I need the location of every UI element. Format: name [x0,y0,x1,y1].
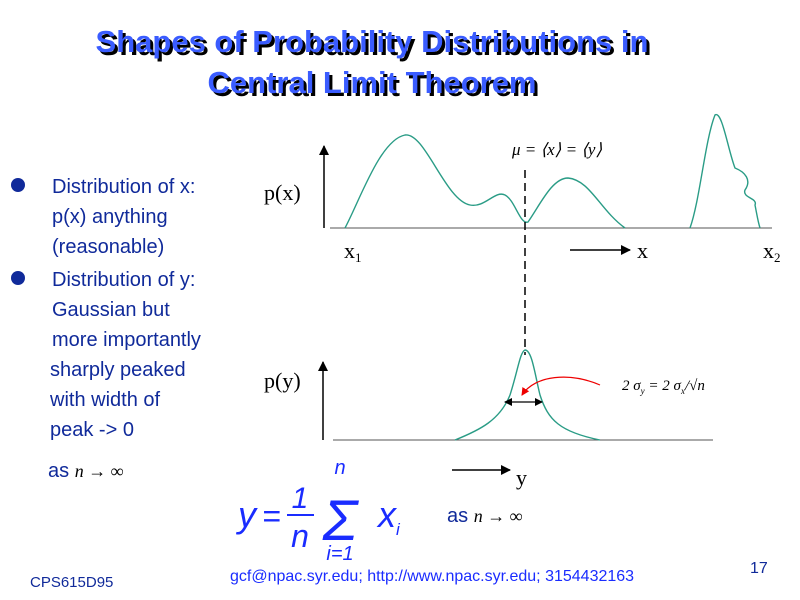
footer-center: gcf@npac.syr.edu; http://www.npac.syr.ed… [230,568,634,585]
axis-label: p(y) [264,368,301,393]
bullet-list: Distribution of x: p(x) anything (reasonab… [49,176,201,441]
formula-x: xi [376,494,401,539]
bullet-line: Distribution of x: [52,176,195,198]
width-label: 2 σy = 2 σx/√n [622,378,705,396]
title-line: Shapes of Probability Distributions in [96,24,649,59]
bullet-line: peak -> 0 [50,419,134,441]
bullet-line: more importantly [52,329,201,351]
x2-label: x2 [763,238,781,265]
formula-y: y [235,494,258,535]
px-curve [344,134,626,229]
x-label: x [637,238,648,263]
bullet-line: sharply peaked [50,359,186,381]
footer-left: CPS615D95 [30,574,113,591]
formula-sum: Σ [322,488,360,553]
formula-den: n [291,518,309,554]
axis-label: p(x) [264,180,301,205]
bullet-line: with width of [49,389,160,411]
page-number: 17 [750,560,768,577]
bullet-line: (reasonable) [52,236,164,258]
px-curve [689,114,761,229]
formula-lower: i=1 [326,543,353,565]
bullet-line: p(x) anything [52,206,168,228]
x1-label: x1 [344,238,362,265]
mean-label: μ = ⟨x⟩ = ⟨y⟩ [511,140,602,159]
py-curve [454,349,601,441]
formula-eq: = [262,498,281,534]
bullet-line: Distribution of y: [52,269,195,291]
formula-note: as n → ∞ [447,505,523,527]
bullet-line: Gaussian but [52,299,170,321]
bullet-dot [11,178,25,192]
formula-num: 1 [292,482,309,515]
bullet-dot [11,271,25,285]
y-label: y [516,465,527,490]
formula-upper: n [334,457,345,479]
limit-note: as n → ∞ [48,460,124,482]
pointer-arrow [521,376,601,396]
title-line: Central Limit Theorem [208,65,537,100]
